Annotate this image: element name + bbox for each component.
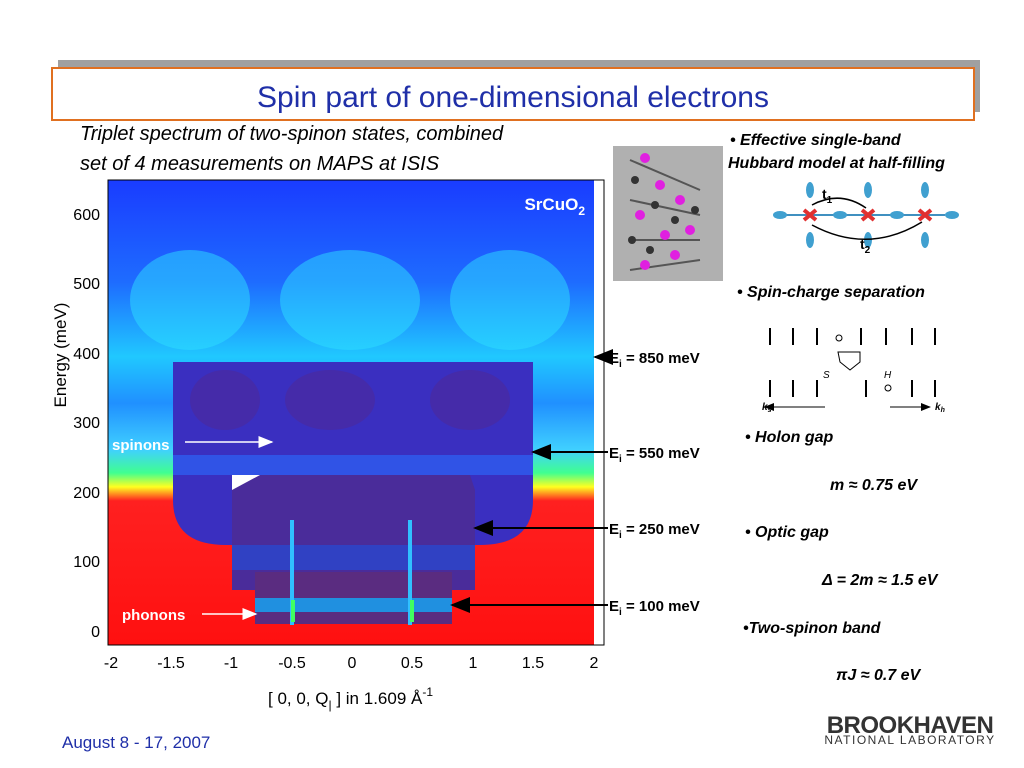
- x-tick-label: 0: [348, 655, 357, 672]
- diagram-label: H: [884, 370, 892, 381]
- y-tick-label: 300: [73, 415, 100, 432]
- material-label: SrCuO2: [524, 195, 585, 218]
- caption: set of 4 measurements on MAPS at ISIS: [80, 153, 440, 175]
- y-tick-label: 200: [73, 485, 100, 502]
- plot-frame: [107, 179, 605, 646]
- logo: BROOKHAVEN: [827, 712, 994, 739]
- bullet: •Two-spinon band: [743, 620, 882, 637]
- title: Spin part of one-dimensional electrons: [257, 81, 769, 114]
- energy-label: Ei = 850 meV: [609, 350, 700, 370]
- y-tick-label: 500: [73, 276, 100, 293]
- x-tick-label: -1.5: [157, 655, 185, 672]
- energy-label: Ei = 550 meV: [609, 445, 700, 465]
- energy-label: Ei = 100 meV: [609, 598, 700, 618]
- title-box: [51, 67, 975, 121]
- x-tick-label: 0.5: [401, 655, 423, 672]
- y-tick-label: 400: [73, 346, 100, 363]
- diagram-label: kh: [935, 402, 945, 414]
- bullet: • Optic gap: [745, 524, 829, 541]
- value: m ≈ 0.75 eV: [830, 477, 918, 494]
- annotation: spinons: [112, 437, 170, 454]
- hopping-label: t2: [860, 236, 871, 256]
- y-tick-label: 100: [73, 554, 100, 571]
- annotation: phonons: [122, 607, 185, 624]
- value: Δ = 2m ≈ 1.5 eV: [821, 572, 939, 589]
- y-axis-label: Energy (meV): [51, 303, 70, 408]
- diagram-label: ks: [762, 402, 772, 414]
- x-tick-label: -2: [104, 655, 118, 672]
- caption: Triplet spectrum of two-spinon states, c…: [80, 123, 504, 145]
- hubbard-diagram: [773, 182, 959, 248]
- x-tick-label: 1: [469, 655, 478, 672]
- y-tick-label: 600: [73, 207, 100, 224]
- diagram-label: S: [823, 370, 830, 381]
- energy-label: Ei = 250 meV: [609, 521, 700, 541]
- bullet: • Spin-charge separation: [737, 284, 925, 301]
- bullet: Hubbard model at half-filling: [728, 155, 945, 172]
- x-tick-label: -0.5: [278, 655, 306, 672]
- x-axis-label: [ 0, 0, Q| ] in 1.609 Å-1: [268, 685, 433, 712]
- y-tick-label: 0: [91, 624, 100, 641]
- spin-charge-diagram: [764, 328, 936, 411]
- logo-sub: NATIONAL LABORATORY: [824, 733, 995, 747]
- bullet: • Effective single-band: [730, 132, 902, 149]
- hopping-label: t1: [822, 186, 833, 206]
- bullet: • Holon gap: [745, 429, 833, 446]
- x-tick-label: 2: [590, 655, 599, 672]
- footer-date: August 8 - 17, 2007: [62, 733, 210, 752]
- heatmap: [108, 180, 594, 645]
- x-tick-label: -1: [224, 655, 238, 672]
- value: πJ ≈ 0.7 eV: [836, 667, 922, 684]
- x-tick-label: 1.5: [522, 655, 544, 672]
- crystal-image: [613, 146, 723, 281]
